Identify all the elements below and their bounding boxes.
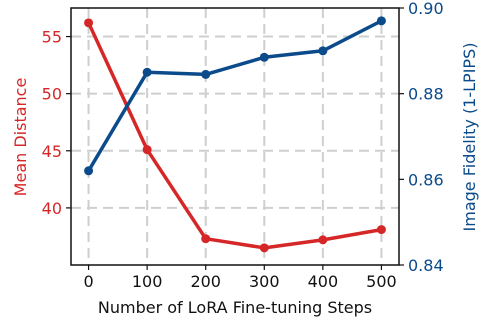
plot-frame (70, 7, 400, 266)
right-tick-label: 0.84 (408, 256, 444, 275)
left-tick-label: 45 (42, 142, 62, 161)
right-tick-label: 0.90 (408, 0, 444, 18)
right-axis-label: Image Fidelity (1-LPIPS) (460, 43, 479, 232)
image-fidelity-line (86, 19, 384, 173)
mean-distance-point (201, 234, 211, 244)
right-tick-label: 0.86 (408, 170, 444, 189)
mean-distance-point (376, 225, 386, 235)
x-axis-ticks: 0 100 200 300 400 500 (83, 265, 397, 291)
image-fidelity-point (259, 52, 269, 62)
x-tick-label: 200 (190, 272, 221, 291)
mean-distance-line (86, 21, 384, 250)
x-tick-label: 0 (83, 272, 93, 291)
left-tick-label: 50 (42, 85, 62, 104)
x-tick-label: 400 (308, 272, 339, 291)
x-axis-label: Number of LoRA Fine-tuning Steps (98, 298, 372, 317)
left-axis-label: Mean Distance (11, 78, 30, 197)
image-fidelity-point (84, 166, 94, 176)
mean-distance-point (142, 145, 152, 155)
left-axis-ticks: 40 45 50 55 (42, 28, 71, 218)
image-fidelity-point (376, 16, 386, 26)
series-group (84, 16, 386, 253)
mean-distance-point (259, 243, 269, 253)
left-tick-label: 55 (42, 28, 62, 47)
mean-distance-point (84, 18, 94, 28)
x-tick-label: 100 (132, 272, 163, 291)
mean-distance-point (318, 235, 328, 245)
grid (71, 8, 399, 265)
image-fidelity-point (142, 67, 152, 77)
image-fidelity-point (318, 46, 328, 56)
x-tick-label: 300 (249, 272, 280, 291)
image-fidelity-point (201, 69, 211, 79)
right-tick-label: 0.88 (408, 85, 444, 104)
left-tick-label: 40 (42, 199, 62, 218)
x-tick-label: 500 (366, 272, 397, 291)
right-axis-ticks: 0.84 0.86 0.88 0.90 (399, 0, 444, 275)
